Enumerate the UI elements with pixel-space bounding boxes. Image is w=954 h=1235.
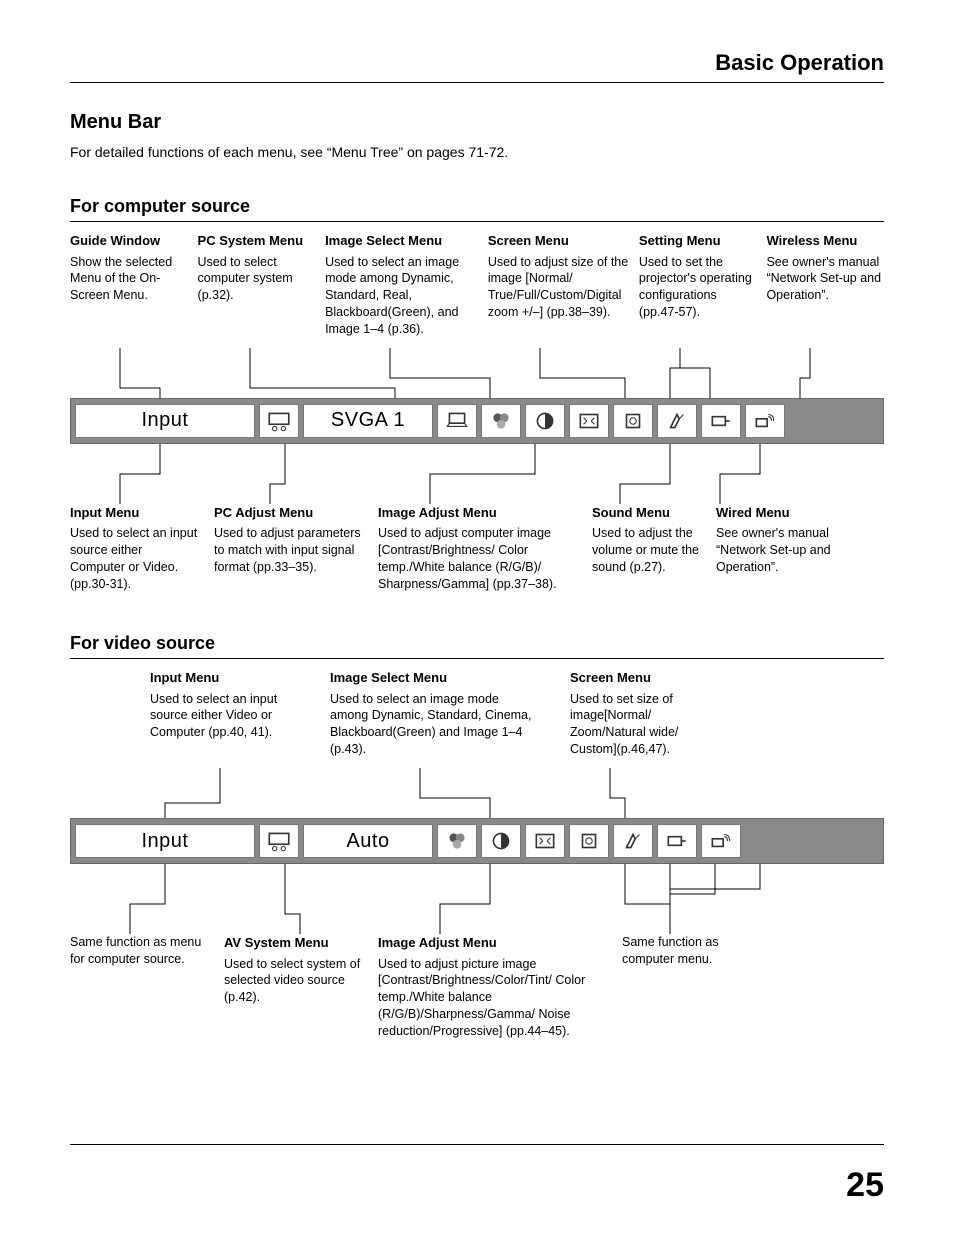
sound-menu-title: Sound Menu	[592, 504, 702, 522]
av-system-body: Used to select system of selected video …	[224, 956, 364, 1007]
computer-top-row: Guide Window Show the selected Menu of t…	[70, 232, 884, 338]
wired-menu-title: Wired Menu	[716, 504, 856, 522]
image-adjust-icon	[525, 404, 565, 438]
v-image-select-col: Image Select Menu Used to select an imag…	[330, 669, 540, 758]
wireless-menu-col: Wireless Menu See owner's manual “Networ…	[766, 232, 884, 338]
v-image-adjust-col: Image Adjust Menu Used to adjust picture…	[378, 934, 608, 1040]
screen-menu-col: Screen Menu Used to adjust size of the i…	[488, 232, 629, 338]
input-menu-title: Input Menu	[70, 504, 200, 522]
v-setting-icon	[613, 824, 653, 858]
footer-divider	[70, 1144, 884, 1145]
v-same-body: Same function as computer menu.	[622, 934, 762, 968]
v-wired-icon	[657, 824, 697, 858]
v-image-select-icon	[437, 824, 477, 858]
pc-system-title: PC System Menu	[198, 232, 316, 250]
wired-menu-col: Wired Menu See owner's manual “Network S…	[716, 504, 856, 593]
pc-adjust-title: PC Adjust Menu	[214, 504, 364, 522]
setting-icon	[657, 404, 697, 438]
v-system-icon	[259, 824, 299, 858]
pc-adjust-icon	[259, 404, 299, 438]
setting-menu-body: Used to set the projector's operating co…	[639, 254, 757, 322]
guide-window-title: Guide Window	[70, 232, 188, 250]
input-menu-col: Input Menu Used to select an input sourc…	[70, 504, 200, 593]
computer-bottom-row: Input Menu Used to select an input sourc…	[70, 504, 884, 593]
setting-menu-title: Setting Menu	[639, 232, 757, 250]
menu-bar-title: Menu Bar	[70, 111, 884, 134]
video-source-title: For video source	[70, 633, 884, 659]
computer-bottom-lines	[70, 444, 884, 504]
page-header: Basic Operation	[70, 50, 884, 83]
v-wireless-icon	[701, 824, 741, 858]
image-select-col: Image Select Menu Used to select an imag…	[325, 232, 478, 338]
v-same-input-body: Same function as menu for computer sourc…	[70, 934, 210, 968]
sound-menu-col: Sound Menu Used to adjust the volume or …	[592, 504, 702, 593]
laptop-icon	[437, 404, 477, 438]
v-screen-body: Used to set size of image[Normal/ Zoom/N…	[570, 691, 720, 759]
setting-menu-col: Setting Menu Used to set the projector's…	[639, 232, 757, 338]
v-input-col: Input Menu Used to select an input sourc…	[150, 669, 300, 758]
pc-system-body: Used to select computer system (p.32).	[198, 254, 316, 305]
screen-icon	[569, 404, 609, 438]
v-input-label: Input	[75, 824, 255, 858]
v-sound-icon	[569, 824, 609, 858]
v-screen-col: Screen Menu Used to set size of image[No…	[570, 669, 720, 758]
wireless-icon	[745, 404, 785, 438]
v-image-select-body: Used to select an image mode among Dynam…	[330, 691, 540, 759]
image-select-title: Image Select Menu	[325, 232, 478, 250]
v-screen-title: Screen Menu	[570, 669, 720, 687]
page-number: 25	[846, 1166, 884, 1205]
computer-source-title: For computer source	[70, 196, 884, 222]
wired-menu-body: See owner's manual “Network Set-up and O…	[716, 525, 856, 576]
v-same-col: Same function as computer menu.	[622, 934, 762, 1040]
guide-window-col: Guide Window Show the selected Menu of t…	[70, 232, 188, 338]
v-same-input-col: Same function as menu for computer sourc…	[70, 934, 210, 1040]
pc-adjust-col: PC Adjust Menu Used to adjust parameters…	[214, 504, 364, 593]
image-select-icon	[481, 404, 521, 438]
v-input-body: Used to select an input source either Vi…	[150, 691, 300, 742]
av-system-title: AV System Menu	[224, 934, 364, 952]
pc-system-col: PC System Menu Used to select computer s…	[198, 232, 316, 338]
signal-label: SVGA 1	[303, 404, 433, 438]
v-screen-icon	[525, 824, 565, 858]
video-top-row: Input Menu Used to select an input sourc…	[70, 669, 884, 758]
v-image-adjust-title: Image Adjust Menu	[378, 934, 608, 952]
input-menu-body: Used to select an input source either Co…	[70, 525, 200, 593]
video-bottom-lines	[70, 864, 884, 934]
wired-icon	[701, 404, 741, 438]
image-adjust-title: Image Adjust Menu	[378, 504, 578, 522]
av-system-col: AV System Menu Used to select system of …	[224, 934, 364, 1040]
v-input-title: Input Menu	[150, 669, 300, 687]
wireless-menu-title: Wireless Menu	[766, 232, 884, 250]
input-label: Input	[75, 404, 255, 438]
v-image-adjust-icon	[481, 824, 521, 858]
guide-window-body: Show the selected Menu of the On-Screen …	[70, 254, 188, 305]
video-bottom-row: Same function as menu for computer sourc…	[70, 934, 884, 1040]
screen-menu-body: Used to adjust size of the image [Normal…	[488, 254, 629, 322]
sound-menu-body: Used to adjust the volume or mute the so…	[592, 525, 702, 576]
wireless-menu-body: See owner's manual “Network Set-up and O…	[766, 254, 884, 305]
computer-menu-bar: Input SVGA 1	[70, 398, 884, 444]
v-image-select-title: Image Select Menu	[330, 669, 540, 687]
sound-icon	[613, 404, 653, 438]
image-select-body: Used to select an image mode among Dynam…	[325, 254, 478, 338]
intro-text: For detailed functions of each menu, see…	[70, 144, 884, 160]
video-menu-bar: Input Auto	[70, 818, 884, 864]
v-image-adjust-body: Used to adjust picture image [Contrast/B…	[378, 956, 608, 1040]
pc-adjust-body: Used to adjust parameters to match with …	[214, 525, 364, 576]
image-adjust-body: Used to adjust computer image [Contrast/…	[378, 525, 578, 593]
v-signal-label: Auto	[303, 824, 433, 858]
screen-menu-title: Screen Menu	[488, 232, 629, 250]
image-adjust-col: Image Adjust Menu Used to adjust compute…	[378, 504, 578, 593]
computer-top-lines	[70, 348, 884, 398]
video-top-lines	[70, 768, 884, 818]
